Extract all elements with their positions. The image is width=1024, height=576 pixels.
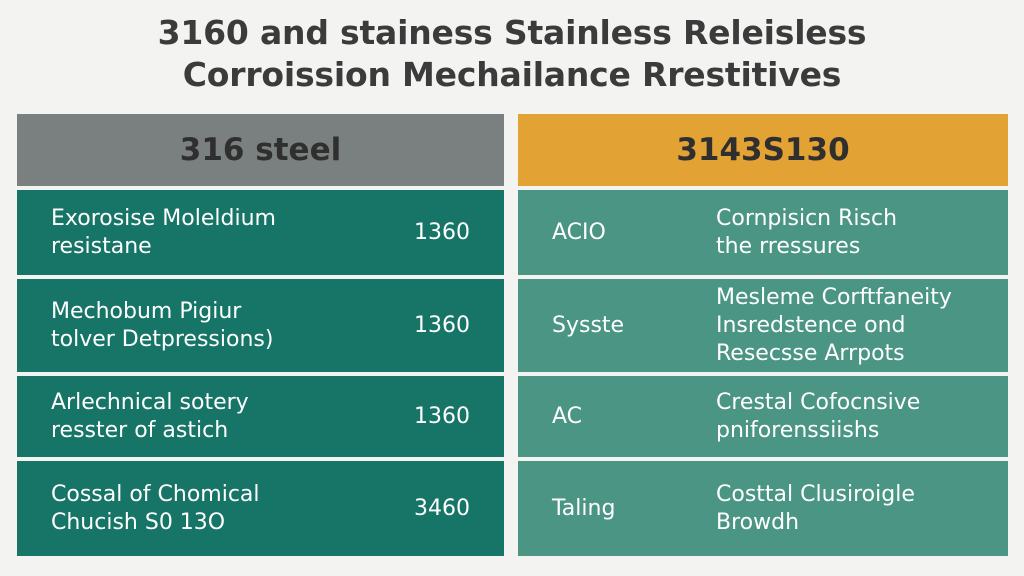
row-label-line: tolver Detpressions): [51, 326, 274, 352]
row-description-line: Resecsse Arrpots: [716, 340, 905, 366]
row-value: 3460: [414, 495, 470, 521]
row-description: Crestal Cofocnsive pniforenssiishs: [716, 389, 920, 445]
table-row: AC Crestal Cofocnsive pniforenssiishs: [518, 376, 1008, 457]
table-row: Cossal of Chomical Chucish S0 13O 3460: [17, 461, 504, 556]
table-row: Arlechnical sotery resster of astich 136…: [17, 376, 504, 457]
row-label-line: Exorosise Moleldium: [51, 205, 276, 231]
row-description-line: Costtal Clusiroigle: [716, 481, 915, 507]
table-row: ACIO Cornpisicn Risch the rressures: [518, 190, 1008, 275]
row-description: Mesleme Corftfaneity Insredstence ond Re…: [716, 284, 952, 368]
row-description: Costtal Clusiroigle Browdh: [716, 481, 915, 537]
row-value: 1360: [414, 312, 470, 338]
left-panel: 316 steel Exorosise Moleldium resistane …: [17, 114, 504, 556]
row-key: AC: [552, 403, 583, 429]
row-description-line: Crestal Cofocnsive: [716, 389, 921, 415]
row-key: Sysste: [552, 312, 625, 338]
row-label-line: Chucish S0 13O: [51, 509, 226, 535]
row-value: 1360: [414, 403, 470, 429]
table-row: Taling Costtal Clusiroigle Browdh: [518, 461, 1008, 556]
right-panel-header: 3143S130: [518, 114, 1008, 186]
row-label: Arlechnical sotery resster of astich: [51, 389, 249, 445]
page-title: 3160 and stainess Stainless Releisless C…: [0, 12, 1024, 96]
row-description-line: Insredstence ond: [716, 312, 906, 338]
row-label-line: resistane: [51, 233, 152, 259]
row-label: Mechobum Pigiur tolver Detpressions): [51, 298, 273, 354]
row-description-line: the rressures: [716, 233, 861, 259]
title-line-2: Corroission Mechailance Rrestitives: [182, 55, 842, 94]
table-row: Exorosise Moleldium resistane 1360: [17, 190, 504, 275]
row-description: Cornpisicn Risch the rressures: [716, 205, 897, 261]
title-line-1: 3160 and stainess Stainless Releisless: [157, 13, 867, 52]
row-value: 1360: [414, 219, 470, 245]
row-label-line: resster of astich: [51, 417, 229, 443]
row-description-line: pniforenssiishs: [716, 417, 880, 443]
row-key: Taling: [552, 495, 616, 521]
table-row: Mechobum Pigiur tolver Detpressions) 136…: [17, 279, 504, 372]
row-description-line: Mesleme Corftfaneity: [716, 284, 952, 310]
table-row: Sysste Mesleme Corftfaneity Insredstence…: [518, 279, 1008, 372]
right-panel: 3143S130 ACIO Cornpisicn Risch the rress…: [518, 114, 1008, 556]
row-label: Exorosise Moleldium resistane: [51, 205, 276, 261]
left-panel-header: 316 steel: [17, 114, 504, 186]
row-description-line: Browdh: [716, 509, 800, 535]
row-key: ACIO: [552, 219, 606, 245]
row-label-line: Cossal of Chomical: [51, 481, 260, 507]
row-label-line: Mechobum Pigiur: [51, 298, 242, 324]
row-label-line: Arlechnical sotery: [51, 389, 249, 415]
row-description-line: Cornpisicn Risch: [716, 205, 898, 231]
row-label: Cossal of Chomical Chucish S0 13O: [51, 481, 260, 537]
